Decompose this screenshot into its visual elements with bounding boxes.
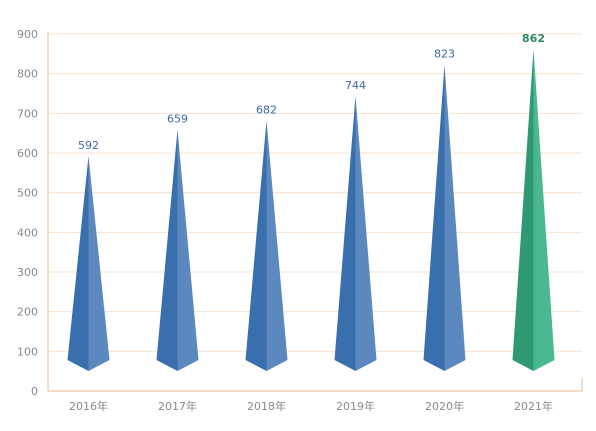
y-tick-label: 200 [17, 306, 38, 319]
bar-left-face [334, 95, 356, 371]
y-tick-label: 900 [17, 28, 38, 41]
y-tick-label: 300 [17, 266, 38, 279]
bar-right-face [444, 64, 466, 371]
bar-2017年 [156, 129, 199, 371]
bar-right-face [533, 49, 555, 371]
bar-2020年 [423, 64, 466, 371]
data-label: 823 [434, 48, 455, 61]
bar-right-face [355, 95, 377, 371]
y-tick-label: 600 [17, 147, 38, 160]
bar-left-face [156, 129, 178, 371]
x-tick-label: 2016年 [69, 399, 108, 413]
y-tick-label: 400 [17, 226, 38, 239]
y-tick-label: 500 [17, 187, 38, 200]
y-tick-label: 0 [31, 385, 38, 398]
y-tick-label: 100 [17, 345, 38, 358]
bar-right-face [177, 129, 199, 371]
axes: 0 100 200 300 400 500 600 700 800 900 2016年 2017年 20… [17, 28, 583, 413]
data-label: 659 [167, 113, 188, 126]
y-tick-label: 800 [17, 68, 38, 81]
bar-right-face [266, 120, 288, 372]
bar-2018年 [245, 120, 288, 372]
bar-2019年 [334, 95, 377, 371]
bar-left-face [245, 120, 267, 372]
x-tick-label: 2019年 [336, 399, 375, 413]
data-labels: 592 659 682 744 823 862 [78, 32, 545, 152]
data-label: 682 [256, 103, 277, 116]
x-tick-label: 2020年 [425, 399, 464, 413]
bar-2016年 [67, 156, 110, 371]
bars [67, 49, 555, 372]
data-label: 862 [522, 32, 545, 45]
bar-left-face [512, 49, 534, 371]
bar-left-face [423, 64, 445, 371]
gridlines [48, 33, 582, 352]
x-tick-label: 2017年 [158, 399, 197, 413]
bar-left-face [67, 156, 89, 371]
bar-2021年 [512, 49, 555, 371]
data-label: 744 [345, 79, 366, 92]
bar-right-face [88, 156, 110, 371]
x-tick-label: 2018年 [247, 399, 286, 413]
data-label: 592 [78, 139, 99, 152]
y-tick-label: 700 [17, 107, 38, 120]
x-tick-label: 2021年 [514, 399, 553, 413]
